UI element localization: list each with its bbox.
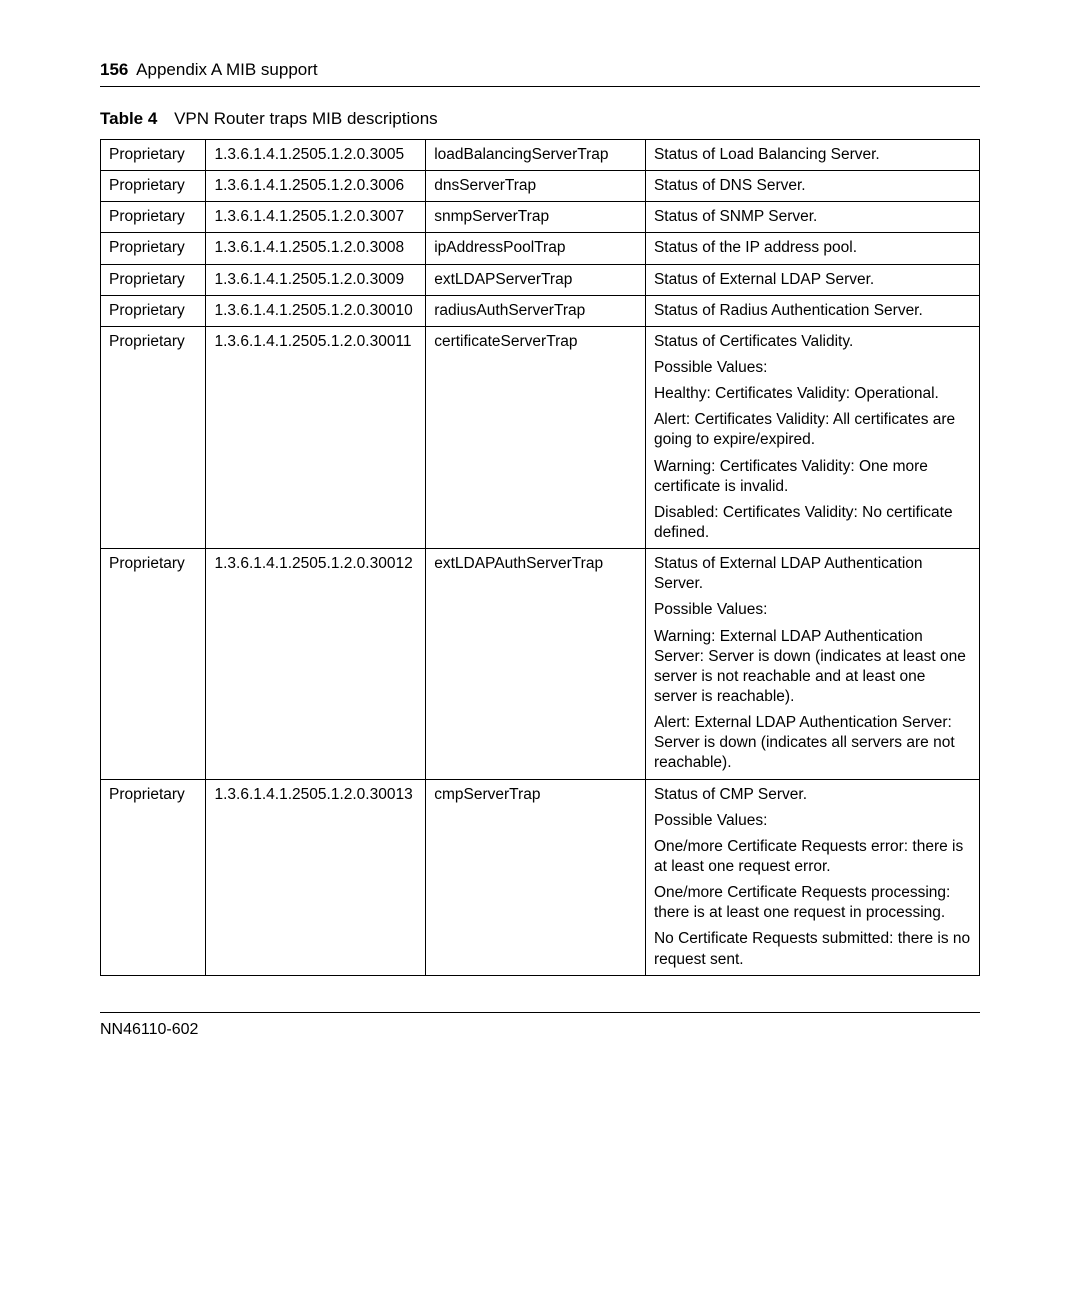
cell-trap-name: loadBalancingServerTrap [426, 140, 646, 171]
cell-description: Status of External LDAP Authentication S… [645, 549, 979, 779]
description-line: One/more Certificate Requests processing… [654, 883, 971, 923]
page-container: 156 Appendix A MIB support Table 4 VPN R… [0, 0, 1080, 1079]
cell-trap-name: certificateServerTrap [426, 326, 646, 548]
description-line: Status of Load Balancing Server. [654, 145, 971, 165]
description-line: Possible Values: [654, 358, 971, 378]
cell-trap-name: ipAddressPoolTrap [426, 233, 646, 264]
description-line: Status of External LDAP Server. [654, 270, 971, 290]
description-line: Status of External LDAP Authentication S… [654, 554, 971, 594]
table-row: Proprietary1.3.6.1.4.1.2505.1.2.0.3006dn… [101, 171, 980, 202]
cell-type: Proprietary [101, 326, 206, 548]
page-header-title: Appendix A MIB support [136, 60, 317, 79]
description-line: Status of SNMP Server. [654, 207, 971, 227]
cell-oid: 1.3.6.1.4.1.2505.1.2.0.3005 [206, 140, 426, 171]
table-row: Proprietary1.3.6.1.4.1.2505.1.2.0.3009ex… [101, 264, 980, 295]
table-row: Proprietary1.3.6.1.4.1.2505.1.2.0.3008ip… [101, 233, 980, 264]
cell-oid: 1.3.6.1.4.1.2505.1.2.0.30011 [206, 326, 426, 548]
cell-description: Status of Load Balancing Server. [645, 140, 979, 171]
description-line: Status of Radius Authentication Server. [654, 301, 971, 321]
table-row: Proprietary1.3.6.1.4.1.2505.1.2.0.30010r… [101, 295, 980, 326]
table-row: Proprietary1.3.6.1.4.1.2505.1.2.0.3005lo… [101, 140, 980, 171]
description-line: Possible Values: [654, 811, 971, 831]
cell-description: Status of Radius Authentication Server. [645, 295, 979, 326]
description-line: Warning: Certificates Validity: One more… [654, 457, 971, 497]
table-row: Proprietary1.3.6.1.4.1.2505.1.2.0.30013c… [101, 779, 980, 975]
cell-oid: 1.3.6.1.4.1.2505.1.2.0.3006 [206, 171, 426, 202]
table-caption-text: VPN Router traps MIB descriptions [174, 109, 438, 128]
cell-trap-name: cmpServerTrap [426, 779, 646, 975]
cell-type: Proprietary [101, 202, 206, 233]
cell-trap-name: extLDAPAuthServerTrap [426, 549, 646, 779]
cell-trap-name: radiusAuthServerTrap [426, 295, 646, 326]
table-row: Proprietary1.3.6.1.4.1.2505.1.2.0.30011c… [101, 326, 980, 548]
table-row: Proprietary1.3.6.1.4.1.2505.1.2.0.30012e… [101, 549, 980, 779]
cell-type: Proprietary [101, 264, 206, 295]
page-header: 156 Appendix A MIB support [100, 60, 980, 87]
cell-description: Status of Certificates Validity. Possible… [645, 326, 979, 548]
page-number: 156 [100, 60, 128, 79]
cell-oid: 1.3.6.1.4.1.2505.1.2.0.30010 [206, 295, 426, 326]
description-line: Possible Values: [654, 600, 971, 620]
description-line: Status of Certificates Validity. [654, 332, 971, 352]
cell-description: Status of the IP address pool. [645, 233, 979, 264]
page-footer: NN46110-602 [100, 1012, 980, 1039]
description-line: No Certificate Requests submitted: there… [654, 929, 971, 969]
cell-type: Proprietary [101, 171, 206, 202]
description-line: Disabled: Certificates Validity: No cert… [654, 503, 971, 543]
cell-type: Proprietary [101, 779, 206, 975]
cell-trap-name: dnsServerTrap [426, 171, 646, 202]
mib-table: Proprietary1.3.6.1.4.1.2505.1.2.0.3005lo… [100, 139, 980, 976]
cell-description: Status of CMP Server. Possible Values: One… [645, 779, 979, 975]
description-line: Status of the IP address pool. [654, 238, 971, 258]
description-line: Warning: External LDAP Authentication Se… [654, 627, 971, 708]
cell-description: Status of DNS Server. [645, 171, 979, 202]
cell-type: Proprietary [101, 233, 206, 264]
cell-trap-name: snmpServerTrap [426, 202, 646, 233]
cell-oid: 1.3.6.1.4.1.2505.1.2.0.30012 [206, 549, 426, 779]
description-line: One/more Certificate Requests error: the… [654, 837, 971, 877]
cell-oid: 1.3.6.1.4.1.2505.1.2.0.3007 [206, 202, 426, 233]
table-row: Proprietary1.3.6.1.4.1.2505.1.2.0.3007sn… [101, 202, 980, 233]
description-line: Alert: External LDAP Authentication Serv… [654, 713, 971, 773]
cell-oid: 1.3.6.1.4.1.2505.1.2.0.3009 [206, 264, 426, 295]
table-caption: Table 4 VPN Router traps MIB description… [100, 109, 980, 129]
cell-oid: 1.3.6.1.4.1.2505.1.2.0.3008 [206, 233, 426, 264]
footer-doc-id: NN46110-602 [100, 1021, 198, 1038]
cell-description: Status of External LDAP Server. [645, 264, 979, 295]
cell-type: Proprietary [101, 295, 206, 326]
description-line: Healthy: Certificates Validity: Operatio… [654, 384, 971, 404]
cell-type: Proprietary [101, 549, 206, 779]
cell-trap-name: extLDAPServerTrap [426, 264, 646, 295]
description-line: Status of CMP Server. [654, 785, 971, 805]
description-line: Status of DNS Server. [654, 176, 971, 196]
table-caption-label: Table 4 [100, 109, 157, 128]
cell-description: Status of SNMP Server. [645, 202, 979, 233]
cell-type: Proprietary [101, 140, 206, 171]
cell-oid: 1.3.6.1.4.1.2505.1.2.0.30013 [206, 779, 426, 975]
description-line: Alert: Certificates Validity: All certif… [654, 410, 971, 450]
